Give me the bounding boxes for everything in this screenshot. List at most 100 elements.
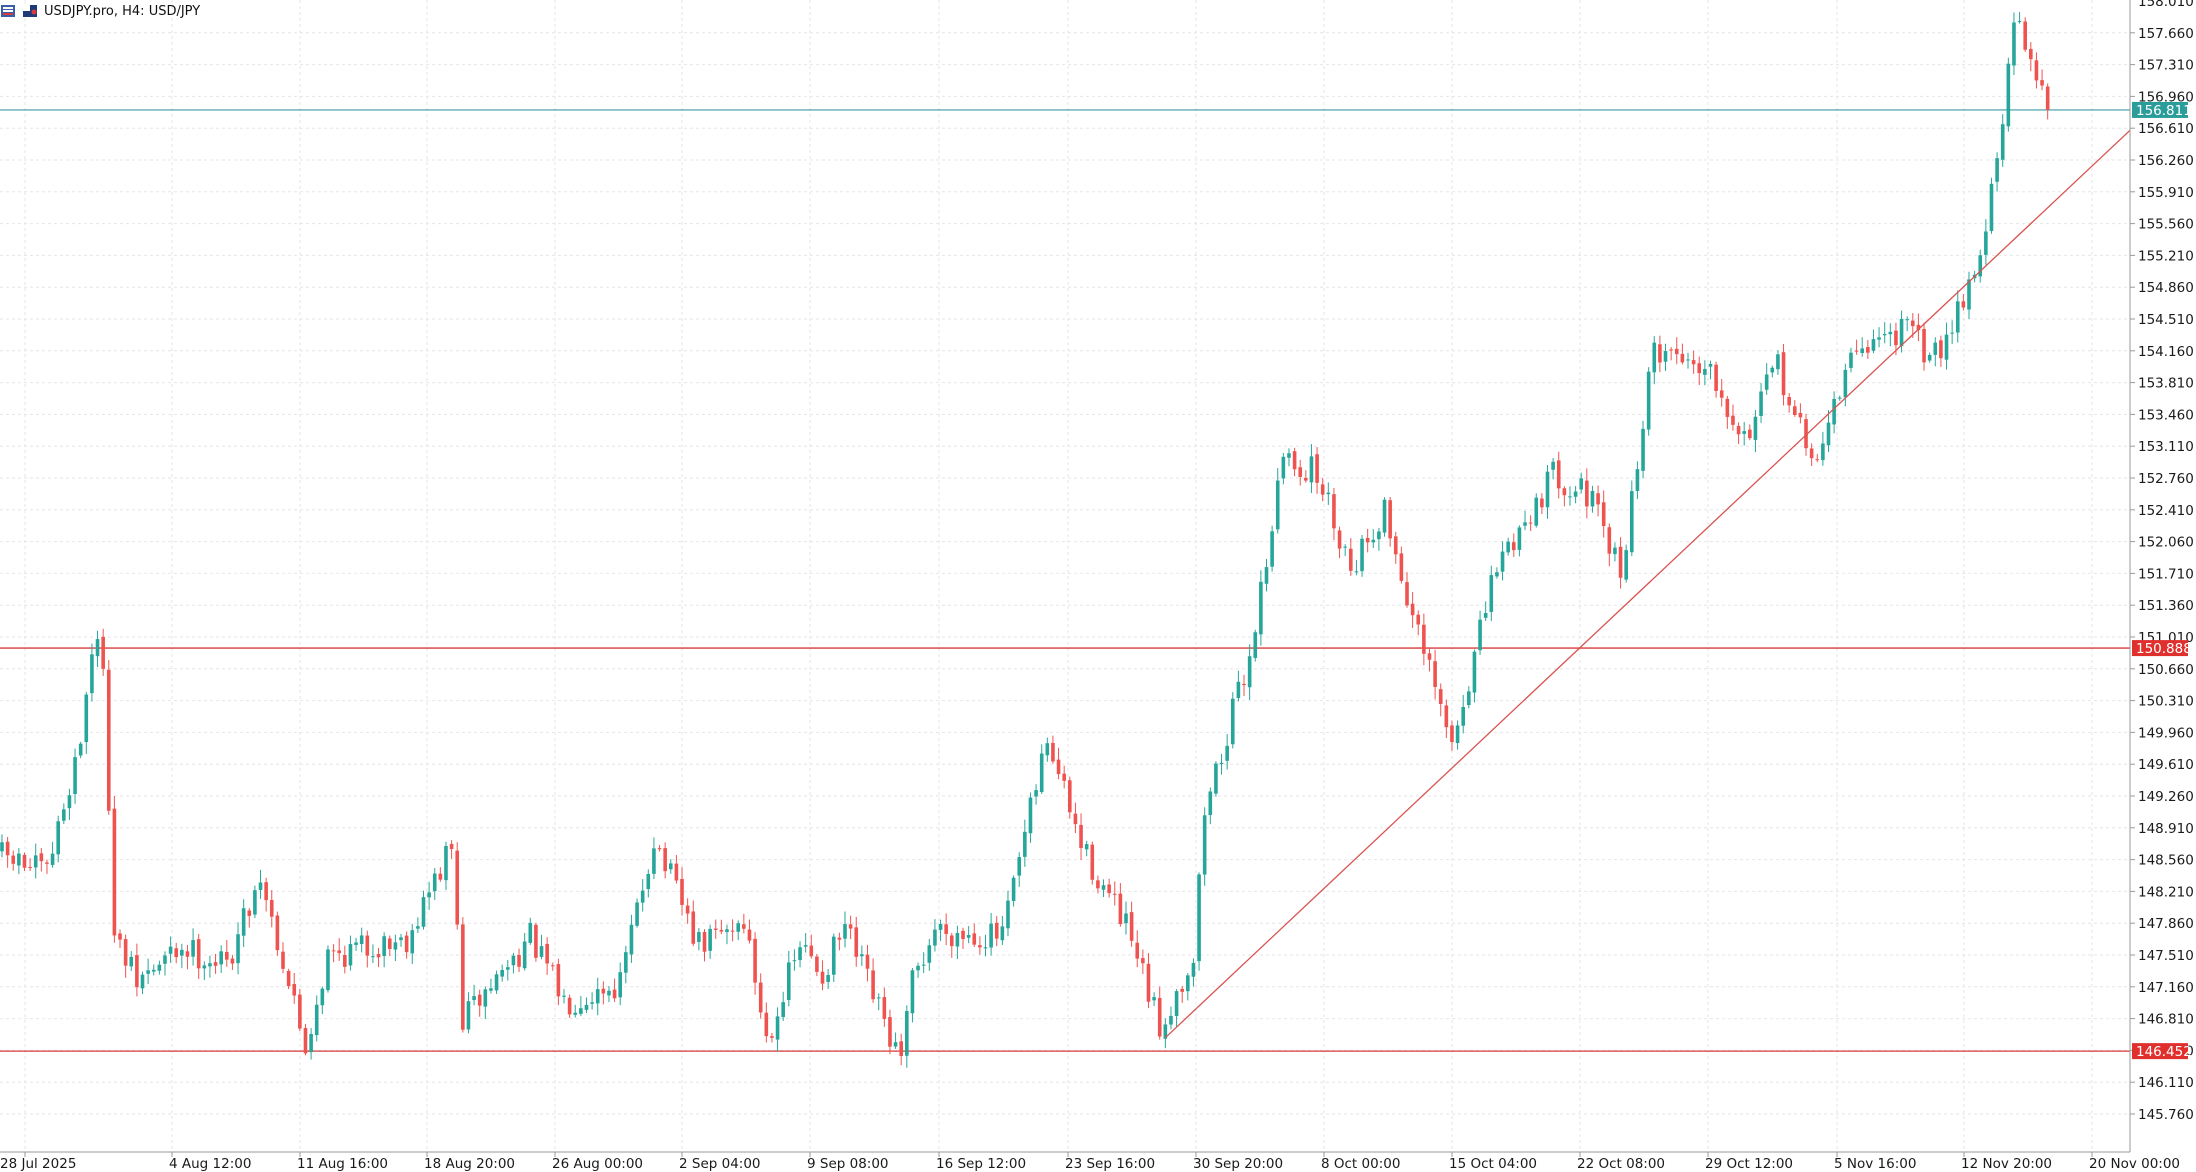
y-tick-label: 152.060 [2138, 535, 2194, 551]
candle-body [1073, 813, 1078, 825]
candle-body [1860, 348, 1865, 353]
candle-body [230, 958, 235, 964]
level-price-label: 146.452 [2136, 1044, 2192, 1060]
level-price-label: 150.888 [2136, 641, 2192, 657]
candle-body [595, 989, 600, 1004]
x-tick-label: 23 Sep 16:00 [1065, 1156, 1155, 1172]
candle-body [146, 970, 150, 974]
candle-body [1174, 991, 1179, 1017]
candle-body [1461, 707, 1465, 726]
candle-body [567, 997, 572, 1015]
candle-body [848, 924, 853, 929]
candle-body [1208, 791, 1213, 816]
candle-body [354, 942, 358, 945]
trendline[interactable] [1164, 129, 2131, 1039]
candle-body [1674, 348, 1679, 355]
candle-body [1703, 368, 1707, 375]
candle-body [1101, 885, 1106, 890]
candle-body [1186, 975, 1190, 992]
candle-body [876, 997, 881, 999]
candle-body [865, 954, 870, 969]
candle-body [466, 1001, 471, 1030]
candle-body [1562, 488, 1567, 496]
x-tick-label: 4 Aug 12:00 [169, 1156, 251, 1172]
candle-body [646, 874, 651, 890]
candle-body [1815, 459, 1820, 461]
candle-body [225, 951, 229, 960]
candle-body [1152, 997, 1156, 1001]
candle-body [1939, 340, 1943, 359]
candle-body [1714, 364, 1718, 391]
candle-body [1781, 352, 1786, 396]
candle-body [539, 946, 544, 957]
candle-body [949, 935, 954, 947]
candle-body [1618, 546, 1623, 578]
menu-icon[interactable] [0, 4, 16, 18]
candle-body [78, 743, 83, 756]
chart-header: USDJPY.pro, H4: USD/JPY [0, 2, 200, 20]
candle-body [0, 842, 4, 852]
candle-body [803, 945, 808, 947]
candle-body [432, 873, 437, 892]
candle-body [236, 934, 240, 964]
candle-body [1641, 428, 1645, 471]
y-tick-label: 153.810 [2138, 376, 2194, 392]
candle-body [1034, 790, 1038, 797]
candle-body [1922, 328, 1926, 363]
candle-body [1084, 844, 1089, 850]
candle-body [1607, 527, 1612, 554]
candle-body [730, 930, 735, 932]
candle-body [2000, 124, 2005, 160]
candle-body [1534, 497, 1539, 526]
flag-icon [23, 5, 37, 17]
candle-body [1489, 575, 1494, 612]
candle-body [337, 950, 341, 954]
candle-body [1478, 619, 1482, 651]
candle-body [135, 955, 139, 988]
candle-body [326, 949, 330, 991]
candle-body [50, 853, 55, 865]
candle-body [421, 897, 426, 927]
candle-body [972, 933, 977, 945]
y-tick-label: 151.710 [2138, 566, 2194, 582]
y-tick-label: 145.760 [2138, 1107, 2194, 1123]
candle-body [758, 982, 763, 1013]
candle-body [348, 944, 353, 966]
candle-body [685, 905, 690, 914]
candle-body [550, 965, 555, 967]
candle-body [399, 937, 403, 941]
candle-body [1748, 429, 1752, 439]
candle-body [770, 1036, 774, 1038]
x-tick-label: 5 Nov 16:00 [1834, 1156, 1916, 1172]
candle-body [1180, 988, 1184, 992]
candle-body [1292, 451, 1297, 470]
candle-body [1455, 725, 1460, 744]
candle-body [798, 947, 802, 961]
candle-body [1832, 398, 1836, 425]
candle-body [871, 970, 875, 1000]
candle-body [1545, 471, 1550, 508]
candle-body [365, 935, 370, 956]
candle-body [1416, 614, 1421, 625]
candle-body [809, 945, 814, 957]
candle-body [22, 854, 27, 868]
candle-body [1854, 350, 1859, 352]
candle-body [1523, 522, 1527, 526]
candle-body [1096, 880, 1100, 889]
candle-body [1590, 490, 1595, 507]
candle-body [393, 942, 398, 950]
candle-body [67, 795, 72, 809]
candle-body [45, 862, 49, 864]
candle-body [1596, 493, 1600, 505]
candle-body [708, 928, 712, 951]
candle-body [404, 935, 409, 953]
candle-body [5, 841, 10, 856]
candle-body [500, 969, 504, 977]
candle-body [1410, 603, 1415, 616]
candle-body [1315, 454, 1319, 483]
level-price-badge [2132, 1043, 2188, 1060]
candle-body [1472, 651, 1477, 693]
y-tick-label: 155.210 [2138, 248, 2194, 264]
